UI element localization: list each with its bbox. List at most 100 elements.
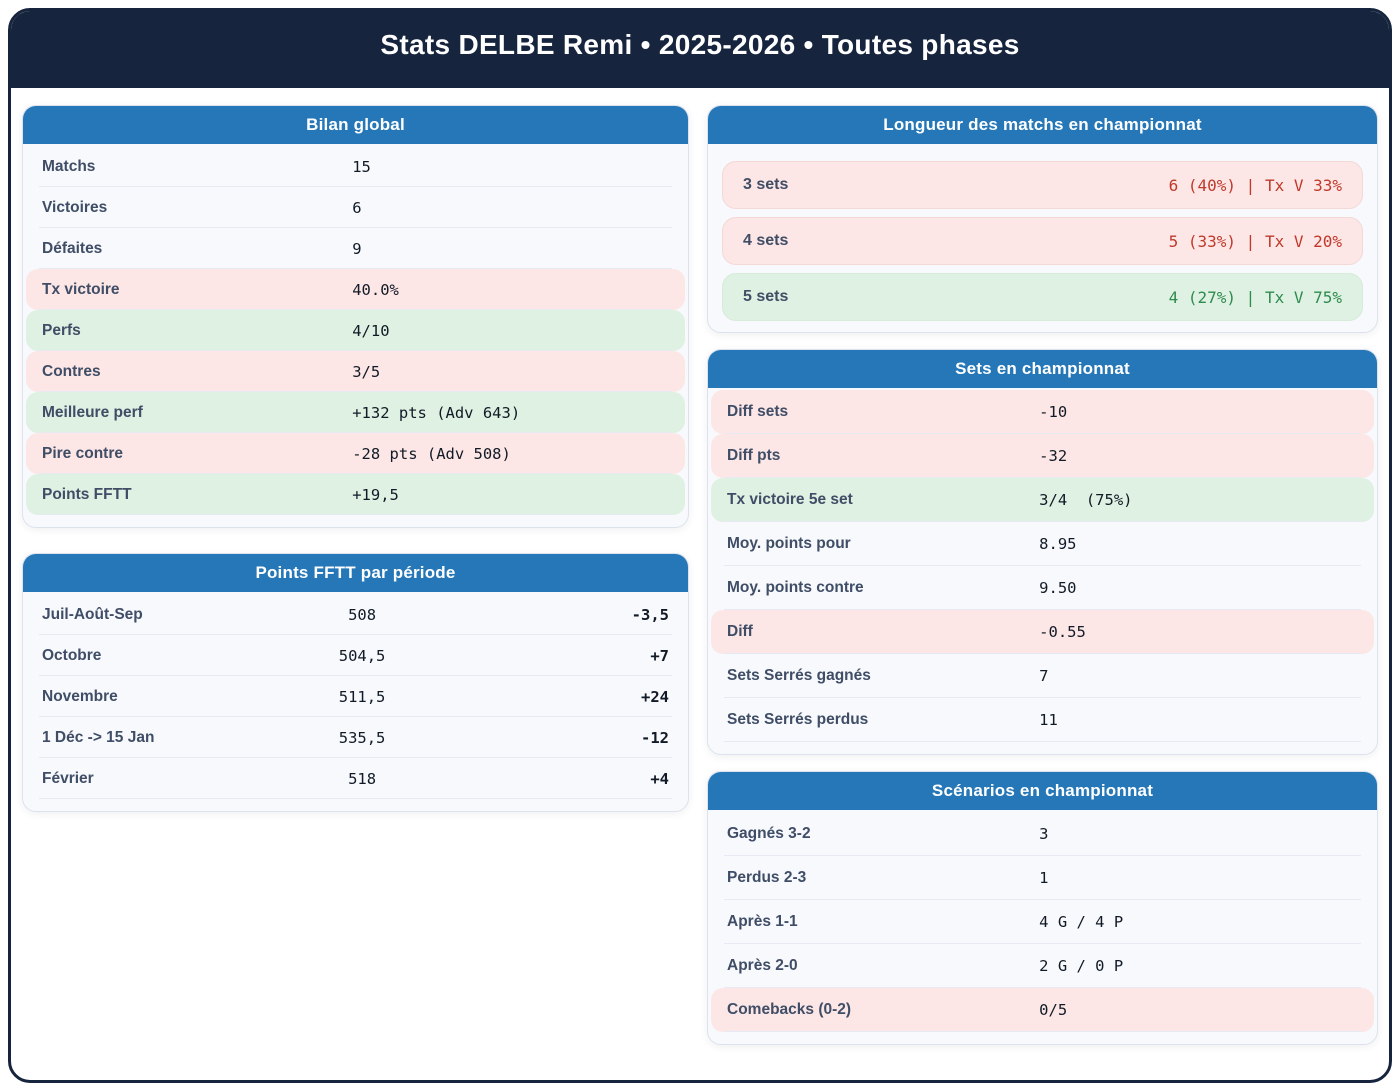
table-row: Tx victoire 5e set 3/4 (75%)	[711, 478, 1374, 522]
row-label: 4 sets	[743, 232, 789, 249]
row-label: Points FFTT	[42, 485, 132, 503]
row-value: 4 G / 4 P	[1039, 913, 1124, 931]
row-delta: -3,5	[631, 605, 669, 624]
row-label: Moy. points contre	[727, 579, 864, 596]
row-value: 518	[348, 769, 377, 788]
row-value: 508	[348, 605, 377, 624]
row-label: 3 sets	[743, 176, 789, 193]
panel-title-points-fftt-periode: Points FFTT par période	[23, 554, 688, 592]
table-row: Moy. points pour 8.95	[711, 522, 1374, 566]
table-row: 1 Déc -> 15 Jan 535,5 -12	[26, 717, 685, 758]
row-value: -10	[1039, 403, 1068, 421]
row-label: Pire contre	[42, 444, 123, 462]
bilan-global-table: Matchs 15 Victoires 6 Défaites 9 Tx victoire 40…	[23, 144, 688, 527]
row-label: Gagnés 3-2	[727, 825, 811, 842]
row-value: 15	[352, 157, 371, 176]
table-row: Défaites 9	[26, 228, 685, 269]
table-row: Tx victoire 40.0%	[26, 269, 685, 310]
panel-bilan-global: Bilan global Matchs 15 Victoires 6 Défaites 9…	[22, 105, 689, 528]
panel-title-scenarios-championnat: Scénarios en championnat	[708, 772, 1377, 810]
row-label: Tx victoire	[42, 280, 120, 298]
row-value: 3	[1039, 825, 1049, 843]
row-value: 535,5	[338, 728, 386, 747]
row-label: Moy. points pour	[727, 535, 851, 552]
row-value: 6 (40%) | Tx V 33%	[1168, 175, 1342, 195]
row-value: 11	[1039, 711, 1058, 729]
row-value: 7	[1039, 667, 1049, 685]
row-value: -0.55	[1039, 623, 1086, 641]
panel-title-sets-championnat: Sets en championnat	[708, 350, 1377, 388]
table-row: Octobre 504,5 +7	[26, 635, 685, 676]
table-row: Novembre 511,5 +24	[26, 676, 685, 717]
row-label: Novembre	[42, 687, 118, 705]
table-row: Après 1-1 4 G / 4 P	[711, 900, 1374, 944]
panel-scenarios-championnat: Scénarios en championnat Gagnés 3-2 3 Perd…	[707, 771, 1378, 1045]
row-label: Après 1-1	[727, 913, 798, 930]
row-value: +19,5	[352, 485, 399, 504]
row-label: Octobre	[42, 646, 102, 664]
row-value: 6	[352, 198, 362, 217]
table-row: Gagnés 3-2 3	[711, 812, 1374, 856]
row-label: Perfs	[42, 321, 81, 339]
scenarios-championnat-table: Gagnés 3-2 3 Perdus 2-3 1 Après 1-1 4 G / 4 P…	[708, 810, 1377, 1044]
row-label: Diff	[727, 623, 753, 640]
row-value: 5 (33%) | Tx V 20%	[1168, 231, 1342, 251]
row-label: 1 Déc -> 15 Jan	[42, 728, 155, 746]
row-delta: +7	[650, 646, 669, 665]
row-label: Sets Serrés perdus	[727, 711, 869, 728]
table-row: Matchs 15	[26, 146, 685, 187]
table-row: Points FFTT +19,5	[26, 474, 685, 515]
table-row: Perfs 4/10	[26, 310, 685, 351]
table-row: Pire contre -28 pts (Adv 508)	[26, 433, 685, 474]
row-label: Février	[42, 769, 94, 787]
row-label: Défaites	[42, 239, 103, 257]
panel-sets-championnat: Sets en championnat Diff sets -10 Diff pts…	[707, 349, 1378, 755]
row-value: 3/5	[352, 362, 381, 381]
sets-championnat-table: Diff sets -10 Diff pts -32 Tx victoire 5e se…	[708, 388, 1377, 754]
row-label: Comebacks (0-2)	[727, 1001, 852, 1018]
row-value: 4/10	[352, 321, 390, 340]
row-value: 1	[1039, 869, 1049, 887]
stats-card: Stats DELBE Remi • 2025-2026 • Toutes ph…	[8, 8, 1392, 1083]
row-value: 3/4 (75%)	[1039, 491, 1133, 509]
points-fftt-periode-table: Juil-Août-Sep 508 -3,5 Octobre 504,5 +7 Novemb…	[23, 592, 688, 811]
content-area: Bilan global Matchs 15 Victoires 6 Défaites 9…	[11, 88, 1389, 1045]
row-value: 8.95	[1039, 535, 1077, 553]
table-row: Diff pts -32	[711, 434, 1374, 478]
table-row: Meilleure perf +132 pts (Adv 643)	[26, 392, 685, 433]
row-label: Matchs	[42, 157, 96, 175]
panel-title-longueur-matchs: Longueur des matchs en championnat	[708, 106, 1377, 144]
row-value: 511,5	[338, 687, 386, 706]
table-row: Contres 3/5	[26, 351, 685, 392]
row-value: 9	[352, 239, 362, 258]
table-row: 5 sets 4 (27%) | Tx V 75%	[722, 273, 1363, 321]
row-label: Après 2-0	[727, 957, 798, 974]
table-row: Juil-Août-Sep 508 -3,5	[26, 594, 685, 635]
row-value: 2 G / 0 P	[1039, 957, 1124, 975]
row-label: Diff sets	[727, 403, 789, 420]
right-column: Longueur des matchs en championnat 3 set…	[707, 105, 1378, 1045]
row-value: +132 pts (Adv 643)	[352, 403, 521, 422]
panel-title-bilan-global: Bilan global	[23, 106, 688, 144]
row-label: Perdus 2-3	[727, 869, 807, 886]
table-row: Diff sets -10	[711, 390, 1374, 434]
row-label: Juil-Août-Sep	[42, 605, 143, 623]
table-row: Victoires 6	[26, 187, 685, 228]
table-row: Février 518 +4	[26, 758, 685, 799]
row-value: -28 pts (Adv 508)	[352, 444, 511, 463]
row-value: 4 (27%) | Tx V 75%	[1168, 287, 1342, 307]
row-value: -32	[1039, 447, 1068, 465]
table-row: Après 2-0 2 G / 0 P	[711, 944, 1374, 988]
row-value: 40.0%	[352, 280, 399, 299]
row-value: 9.50	[1039, 579, 1077, 597]
row-delta: +4	[650, 769, 669, 788]
table-row: Sets Serrés gagnés 7	[711, 654, 1374, 698]
table-row: Comebacks (0-2) 0/5	[711, 988, 1374, 1032]
table-row: Perdus 2-3 1	[711, 856, 1374, 900]
row-delta: +24	[641, 687, 669, 706]
table-row: Sets Serrés perdus 11	[711, 698, 1374, 742]
page-title: Stats DELBE Remi • 2025-2026 • Toutes ph…	[380, 28, 1020, 60]
row-label: 5 sets	[743, 288, 789, 305]
page-header: Stats DELBE Remi • 2025-2026 • Toutes ph…	[11, 11, 1389, 88]
row-delta: -12	[641, 728, 669, 747]
